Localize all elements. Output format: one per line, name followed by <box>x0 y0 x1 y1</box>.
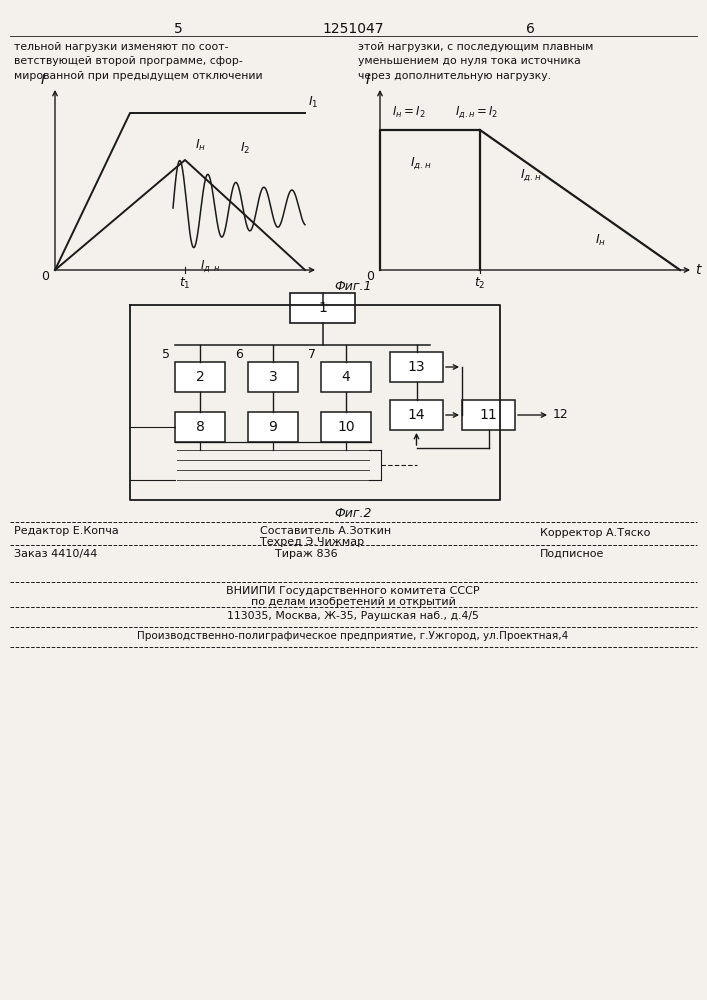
Text: 10: 10 <box>337 420 355 434</box>
Text: 9: 9 <box>269 420 277 434</box>
Text: 2: 2 <box>196 370 204 384</box>
Text: 1: 1 <box>318 301 327 315</box>
Text: Подписное: Подписное <box>540 549 604 559</box>
Text: 113035, Москва, Ж-35, Раушская наб., д.4/5: 113035, Москва, Ж-35, Раушская наб., д.4… <box>227 611 479 621</box>
Text: Редактор Е.Копча: Редактор Е.Копча <box>14 526 119 536</box>
Text: 7: 7 <box>308 348 316 361</box>
Text: 6: 6 <box>235 348 243 361</box>
Bar <box>321 412 371 442</box>
Text: $I_{д.н}$: $I_{д.н}$ <box>520 167 542 183</box>
Text: 11: 11 <box>479 408 498 422</box>
Text: $t_1$: $t_1$ <box>179 276 191 291</box>
Text: $I_{д.н}$: $I_{д.н}$ <box>200 258 221 274</box>
Text: $I_{д.н}=I_2$: $I_{д.н}=I_2$ <box>455 104 498 120</box>
Text: $t$: $t$ <box>695 263 703 277</box>
Text: Фиг.1: Фиг.1 <box>334 280 372 293</box>
Text: Составитель А.Зоткин: Составитель А.Зоткин <box>260 526 391 536</box>
Text: 0: 0 <box>41 270 49 283</box>
Text: $I_{д.н}$: $I_{д.н}$ <box>410 155 431 171</box>
Text: 14: 14 <box>408 408 426 422</box>
Text: Корректор А.Тяско: Корректор А.Тяско <box>540 528 650 538</box>
Text: 6: 6 <box>525 22 534 36</box>
Bar <box>390 400 443 430</box>
Text: $I$: $I$ <box>365 73 371 87</box>
Text: $I$: $I$ <box>40 73 46 87</box>
Text: этой нагрузки, с последующим плавным
уменьшением до нуля тока источника
через до: этой нагрузки, с последующим плавным уме… <box>358 42 593 81</box>
Bar <box>462 400 515 430</box>
Bar <box>390 352 443 382</box>
Text: по делам изобретений и открытий: по делам изобретений и открытий <box>250 597 455 607</box>
Text: Фиг.2: Фиг.2 <box>334 507 372 520</box>
Text: Заказ 4410/44: Заказ 4410/44 <box>14 549 98 559</box>
Text: 1251047: 1251047 <box>322 22 384 36</box>
Text: 5: 5 <box>162 348 170 361</box>
Text: Тираж 836: Тираж 836 <box>275 549 338 559</box>
Text: Техред Э.Чижмар: Техред Э.Чижмар <box>260 537 364 547</box>
Text: $I_н=I_2$: $I_н=I_2$ <box>392 105 426 120</box>
Bar <box>248 362 298 392</box>
Text: $I_н$: $I_н$ <box>195 138 206 153</box>
Text: 8: 8 <box>196 420 204 434</box>
Text: 0: 0 <box>366 270 374 283</box>
Text: 3: 3 <box>269 370 277 384</box>
Text: 5: 5 <box>174 22 182 36</box>
Bar <box>248 412 298 442</box>
Text: $I_н$: $I_н$ <box>595 232 606 248</box>
Text: ВНИИПИ Государственного комитета СССР: ВНИИПИ Государственного комитета СССР <box>226 586 480 596</box>
Text: 13: 13 <box>408 360 426 374</box>
Bar <box>321 362 371 392</box>
Bar <box>175 362 225 392</box>
Text: $t_2$: $t_2$ <box>474 276 486 291</box>
Text: тельной нагрузки изменяют по соот-
ветствующей второй программе, сфор-
мированно: тельной нагрузки изменяют по соот- ветст… <box>14 42 262 81</box>
Text: 12: 12 <box>553 408 568 422</box>
Text: $I_1$: $I_1$ <box>308 95 318 110</box>
Bar <box>175 412 225 442</box>
Text: $I_2$: $I_2$ <box>240 141 250 156</box>
Text: Производственно-полиграфическое предприятие, г.Ужгород, ул.Проектная,4: Производственно-полиграфическое предприя… <box>137 631 568 641</box>
Bar <box>290 293 355 323</box>
Text: 4: 4 <box>341 370 351 384</box>
